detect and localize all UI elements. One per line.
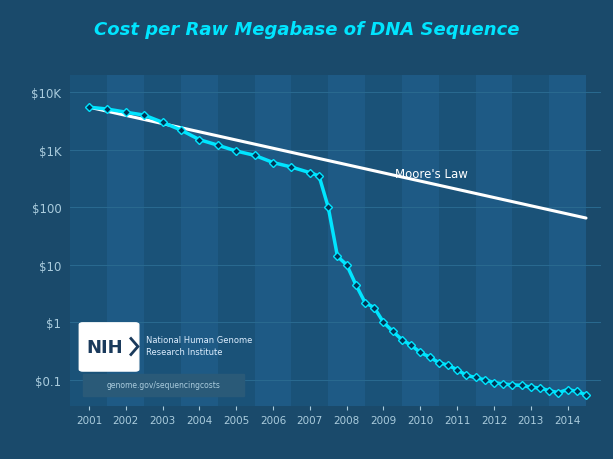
Text: Moore's Law: Moore's Law bbox=[395, 168, 467, 181]
Bar bbox=[512, 76, 549, 406]
Bar bbox=[181, 76, 218, 406]
Bar bbox=[328, 76, 365, 406]
Bar bbox=[439, 76, 476, 406]
Bar bbox=[549, 76, 586, 406]
Bar bbox=[144, 76, 181, 406]
Bar bbox=[476, 76, 512, 406]
Bar bbox=[365, 76, 402, 406]
Bar bbox=[218, 76, 254, 406]
Bar bbox=[254, 76, 291, 406]
Bar bbox=[291, 76, 328, 406]
Text: Cost per Raw Megabase of DNA Sequence: Cost per Raw Megabase of DNA Sequence bbox=[94, 21, 519, 39]
Bar bbox=[107, 76, 144, 406]
Bar bbox=[70, 76, 107, 406]
Bar bbox=[402, 76, 439, 406]
